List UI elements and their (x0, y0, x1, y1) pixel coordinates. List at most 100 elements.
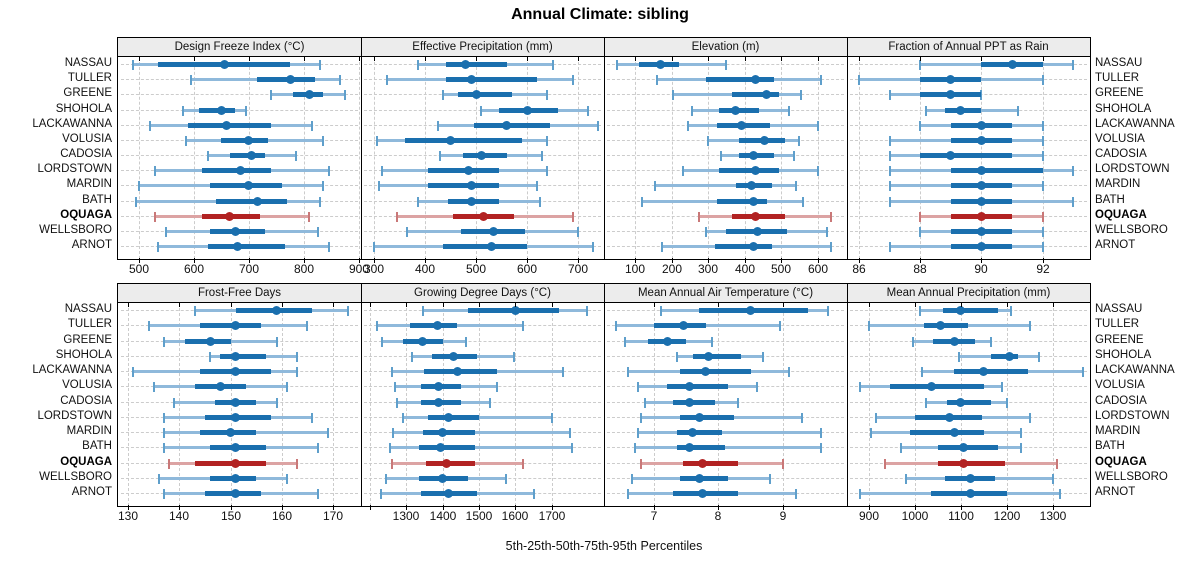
series-shohola (361, 303, 604, 506)
median-dot (697, 459, 707, 468)
cap-95th (1072, 197, 1075, 207)
median-dot (244, 136, 254, 145)
box-25-75 (937, 445, 998, 450)
median-dot (685, 443, 694, 452)
series-lordstown (604, 57, 847, 259)
series-wellsboro (847, 303, 1090, 506)
series-volusia (604, 303, 847, 506)
median-dot (688, 428, 698, 437)
median-dot (697, 489, 707, 498)
v-gridline (406, 303, 407, 506)
median-dot (976, 121, 986, 130)
cap-5th (442, 90, 445, 100)
axis-tick (304, 258, 305, 263)
cap-5th (154, 166, 157, 176)
station-label-right-lackawanna: LACKAWANNA (1095, 118, 1175, 130)
series-oquaga (604, 303, 847, 506)
v-gridline (718, 303, 719, 506)
median-dot (438, 474, 448, 483)
axis-tick-top (406, 303, 407, 307)
cap-95th (1001, 382, 1004, 392)
series-lordstown (604, 303, 847, 506)
box-25-75 (679, 369, 751, 374)
cap-5th (380, 166, 383, 176)
v-gridline (139, 57, 140, 259)
v-gridline (672, 57, 673, 259)
tick-label: 160 (271, 509, 293, 523)
series-lackawanna (604, 57, 847, 259)
cap-5th (654, 181, 657, 191)
v-gridline (552, 303, 553, 506)
cap-95th (829, 242, 832, 252)
station-label-left-wellsboro: WELLSBORO (39, 471, 112, 483)
series-shohola (604, 57, 847, 259)
series-oquaga (118, 303, 361, 506)
cap-5th (394, 382, 397, 392)
axis-tick-top (443, 303, 444, 307)
v-gridline (981, 57, 982, 259)
axis-tick (708, 258, 709, 263)
cap-95th (1051, 474, 1054, 484)
panel-divider (847, 57, 848, 259)
series-arnot (847, 57, 1090, 259)
median-dot (946, 90, 956, 99)
station-label-right-nassau: NASSAU (1095, 57, 1143, 69)
cap-95th (597, 121, 600, 131)
series-mardin (604, 57, 847, 259)
median-dot (502, 121, 512, 130)
box-25-75 (715, 244, 773, 249)
series-lordstown (118, 57, 361, 259)
cap-95th (319, 197, 322, 207)
tick-label: 1000 (901, 509, 929, 523)
station-label-left-lackawanna: LACKAWANNA (32, 118, 112, 130)
cap-5th (392, 428, 395, 438)
cap-95th (521, 321, 524, 331)
v-gridline (920, 57, 921, 259)
station-label-right-volusia: VOLUSIA (1095, 379, 1145, 391)
median-dot (510, 306, 520, 315)
cap-95th (1041, 121, 1044, 131)
cap-5th (390, 367, 393, 377)
tick-label: 7 (650, 509, 658, 523)
station-label-right-lackawanna: LACKAWANNA (1095, 364, 1175, 376)
axis-tick (672, 258, 673, 263)
cap-95th (725, 60, 728, 70)
panel-design-freeze-index-c (118, 57, 361, 259)
v-gridline (783, 303, 784, 506)
cap-5th (888, 151, 891, 161)
series-mardin (847, 57, 1090, 259)
median-dot (489, 227, 499, 236)
median-dot (479, 212, 489, 221)
axis-tick (282, 505, 283, 510)
cap-95th (1058, 489, 1061, 499)
cap-95th (1041, 181, 1044, 191)
series-greene (118, 303, 361, 506)
series-arnot (847, 303, 1090, 506)
x-axis-caption: 5th-25th-50th-75th-95th Percentiles (505, 539, 703, 553)
axis-tick (443, 505, 444, 510)
axis-tick-top (781, 57, 782, 61)
cap-5th (375, 136, 378, 146)
box-25-75 (199, 323, 262, 328)
v-gridline (654, 303, 655, 506)
series-lackawanna (118, 303, 361, 506)
v-gridline (515, 303, 516, 506)
station-label-right-volusia: VOLUSIA (1095, 133, 1145, 145)
panel-effective-precipitation-mm (361, 57, 604, 259)
series-bath (604, 57, 847, 259)
cap-95th (1041, 151, 1044, 161)
cap-5th (925, 398, 928, 408)
series-mardin (847, 303, 1090, 506)
median-dot (452, 367, 462, 376)
median-dot (949, 337, 959, 346)
station-label-right-nassau: NASSAU (1095, 303, 1143, 315)
v-gridline (425, 57, 426, 259)
v-gridline (359, 57, 360, 259)
axis-tick-top (249, 57, 250, 61)
h-gridline (607, 341, 844, 342)
cap-95th (338, 75, 341, 85)
series-wellsboro (604, 303, 847, 506)
series-bath (361, 57, 604, 259)
cap-95th (1056, 459, 1059, 469)
median-dot (466, 75, 476, 84)
